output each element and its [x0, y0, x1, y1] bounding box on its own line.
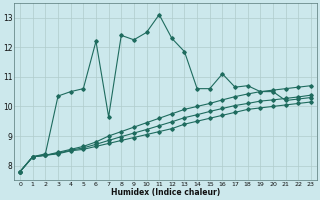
X-axis label: Humidex (Indice chaleur): Humidex (Indice chaleur)	[111, 188, 220, 197]
